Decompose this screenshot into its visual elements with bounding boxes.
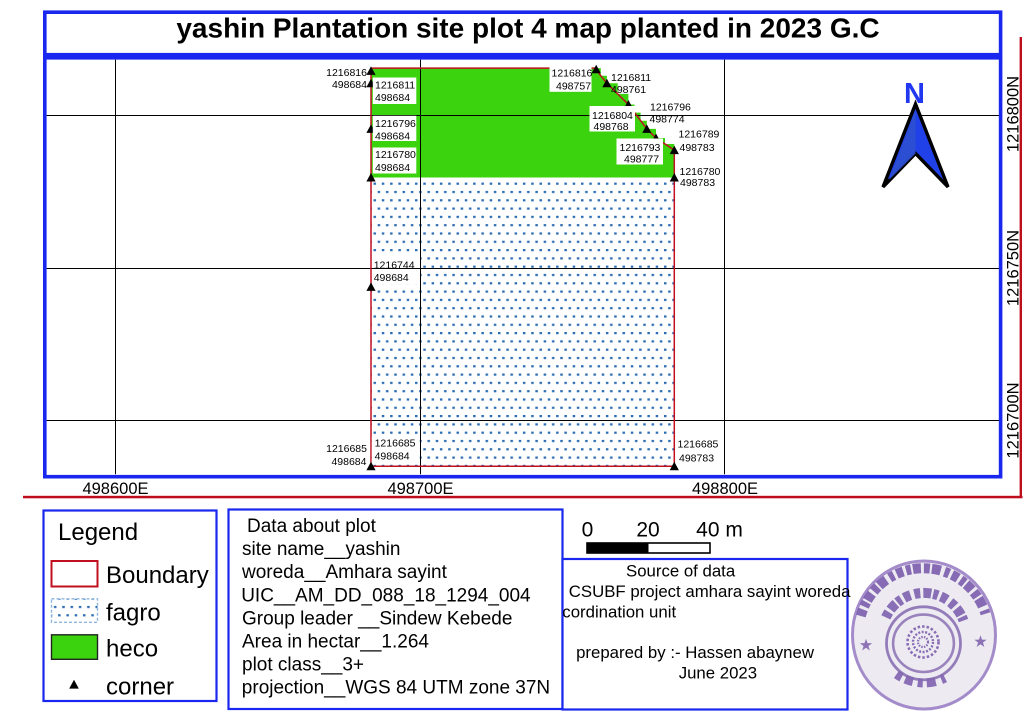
svg-text:1216744: 1216744 xyxy=(374,259,415,271)
svg-text:498684: 498684 xyxy=(332,79,367,91)
svg-text:1216700N: 1216700N xyxy=(1005,382,1023,458)
svg-text:498684: 498684 xyxy=(375,92,410,104)
svg-text:fagro: fagro xyxy=(106,600,161,627)
svg-text:498783: 498783 xyxy=(679,452,714,464)
svg-text:498700E: 498700E xyxy=(387,480,453,498)
svg-text:1216796: 1216796 xyxy=(650,101,691,113)
svg-text:Data about plot: Data about plot xyxy=(247,516,377,537)
svg-text:498757: 498757 xyxy=(556,80,591,92)
svg-text:1216780: 1216780 xyxy=(375,149,416,161)
svg-text:woreda__Amhara sayint: woreda__Amhara sayint xyxy=(241,562,448,583)
svg-text:corner: corner xyxy=(106,674,174,701)
svg-text:1216685: 1216685 xyxy=(375,438,416,450)
svg-text:1216793: 1216793 xyxy=(620,142,661,154)
svg-text:498684: 498684 xyxy=(374,272,409,284)
svg-text:0: 0 xyxy=(582,519,594,542)
svg-text:Area in hectar__1.264: Area in hectar__1.264 xyxy=(242,632,429,653)
svg-text:prepared by :- Hassen abaynew: prepared by :- Hassen abaynew xyxy=(576,643,815,662)
svg-text:Source of data: Source of data xyxy=(626,562,736,581)
svg-text:498684: 498684 xyxy=(375,450,410,462)
svg-text:498684: 498684 xyxy=(375,162,410,174)
svg-text:1216816: 1216816 xyxy=(552,67,593,79)
svg-text:1216789: 1216789 xyxy=(679,129,720,141)
svg-text:498777: 498777 xyxy=(624,154,659,166)
svg-text:498800E: 498800E xyxy=(692,480,758,498)
svg-text:1216780: 1216780 xyxy=(680,166,721,178)
svg-text:20: 20 xyxy=(636,519,659,542)
svg-text:498783: 498783 xyxy=(680,177,715,189)
svg-text:UIC__AM_DD_088_18_1294_004: UIC__AM_DD_088_18_1294_004 xyxy=(241,585,531,606)
svg-text:projection__WGS 84 UTM zone 37: projection__WGS 84 UTM zone 37N xyxy=(242,678,550,699)
svg-text:498600E: 498600E xyxy=(82,480,148,498)
svg-text:1216750N: 1216750N xyxy=(1005,230,1023,306)
svg-text:498684: 498684 xyxy=(331,456,366,468)
svg-text:yashin Plantation site plot 4: yashin Plantation site plot 4 map plante… xyxy=(176,13,879,44)
svg-text:CSUBF project amhara sayint wo: CSUBF project amhara sayint woreda xyxy=(569,582,851,601)
svg-text:1216811: 1216811 xyxy=(375,80,415,92)
svg-text:40 m: 40 m xyxy=(696,519,743,542)
svg-text:1216804: 1216804 xyxy=(592,110,633,122)
svg-text:1216816: 1216816 xyxy=(326,67,367,79)
svg-text:498684: 498684 xyxy=(375,131,410,143)
svg-text:Legend: Legend xyxy=(58,519,138,546)
svg-text:plot class__3+: plot class__3+ xyxy=(242,655,364,676)
svg-text:498768: 498768 xyxy=(594,121,629,133)
svg-text:Group leader __Sindew Kebede: Group leader __Sindew Kebede xyxy=(242,608,512,629)
svg-text:Boundary: Boundary xyxy=(106,562,209,589)
svg-text:N: N xyxy=(904,78,925,110)
svg-text:498761: 498761 xyxy=(611,84,646,96)
svg-text:site name__yashin: site name__yashin xyxy=(242,539,400,560)
svg-text:1216685: 1216685 xyxy=(326,443,367,455)
svg-text:heco: heco xyxy=(106,636,158,663)
svg-text:1216685: 1216685 xyxy=(678,438,719,450)
svg-text:498783: 498783 xyxy=(680,142,715,154)
svg-text:cordination unit: cordination unit xyxy=(562,602,676,621)
svg-text:1216796: 1216796 xyxy=(375,118,416,130)
svg-text:1216811: 1216811 xyxy=(611,72,651,84)
svg-text:June 2023: June 2023 xyxy=(679,664,757,683)
svg-text:498774: 498774 xyxy=(650,113,685,125)
svg-text:1216800N: 1216800N xyxy=(1005,76,1023,152)
